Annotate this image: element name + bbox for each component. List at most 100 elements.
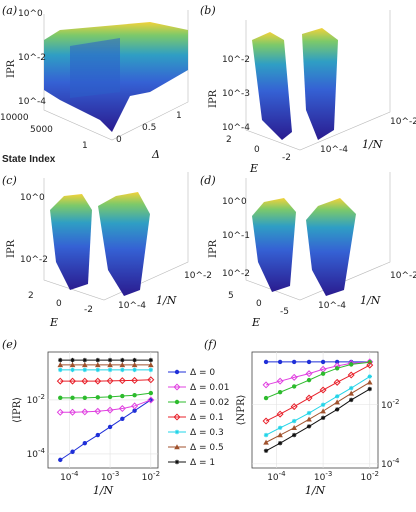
y-tick-label: 10-4 xyxy=(27,447,46,460)
panel-a-zlabel: IPR xyxy=(6,59,17,78)
panel-d-frame xyxy=(245,172,391,301)
panel-b-ztick: 10^-4 xyxy=(222,123,250,133)
panel-b-ytick: 10^-2 xyxy=(390,117,416,127)
data-point xyxy=(118,405,126,413)
x-tick-label: 10-2 xyxy=(361,470,379,483)
data-point xyxy=(306,410,312,416)
panel-b-frame xyxy=(245,10,391,151)
data-point xyxy=(95,432,100,438)
data-point xyxy=(306,359,312,365)
panel-c-xtick: -2 xyxy=(84,305,93,315)
data-point xyxy=(58,395,63,401)
data-point xyxy=(366,361,374,369)
panel-a: (a) IPR 10^0 10^-2 10^-4 10000 5000 1 St… xyxy=(0,4,189,165)
data-point xyxy=(366,358,374,366)
data-point xyxy=(320,415,326,421)
y-tick-label: 10-2 xyxy=(381,398,399,411)
data-point xyxy=(333,378,341,386)
series-line xyxy=(265,388,371,452)
panel-d-xtick: 5 xyxy=(228,291,234,301)
panel-b-ztick: 10^-2 xyxy=(222,55,250,65)
x-tick-label: 10-3 xyxy=(314,470,332,483)
data-point xyxy=(349,385,354,391)
panel-c-surface xyxy=(98,192,150,296)
legend-label: Δ = 1 xyxy=(190,458,215,468)
data-point xyxy=(174,429,180,435)
legend-label: Δ = 0.01 xyxy=(190,383,229,393)
data-point xyxy=(334,359,340,365)
data-point xyxy=(291,418,297,424)
y-tick-label: 10-4 xyxy=(381,457,400,470)
data-point xyxy=(131,376,139,384)
data-point xyxy=(132,393,137,398)
panel-b-zlabel: IPR xyxy=(208,89,219,108)
panel-b-ylabel: 1/N xyxy=(362,138,383,151)
panel-d-ytick: 10^-2 xyxy=(390,271,416,281)
data-point xyxy=(70,449,75,454)
data-point xyxy=(305,394,313,402)
panel-d-zlabel: IPR xyxy=(208,239,219,258)
panel-c-ztick: 10^-2 xyxy=(20,255,48,265)
data-point xyxy=(277,390,283,395)
data-point xyxy=(107,367,113,373)
data-point xyxy=(120,357,125,363)
data-point xyxy=(173,413,181,421)
panel-d-ztick: 10^-2 xyxy=(222,269,250,279)
data-point xyxy=(94,407,102,415)
data-point xyxy=(82,367,88,373)
panel-c-ztick: 10^0 xyxy=(20,193,45,203)
data-point xyxy=(263,359,269,365)
panel-d-ztick: 10^-1 xyxy=(222,231,250,241)
panel-a-ztick: 10^-2 xyxy=(18,53,46,63)
panel-c-tag: (c) xyxy=(2,174,17,187)
data-point xyxy=(106,406,114,414)
data-point xyxy=(347,371,355,379)
panel-a-xtick: 10000 xyxy=(0,113,29,123)
data-point xyxy=(174,369,180,375)
data-point xyxy=(277,425,283,430)
data-point xyxy=(349,362,354,367)
data-point xyxy=(306,377,312,383)
panel-d: (d) IPR 10^0 10^-1 10^-2 5 0 -5 E 10^-4 … xyxy=(200,172,416,329)
data-point xyxy=(107,357,113,363)
data-point xyxy=(262,381,270,389)
panel-a-tag: (a) xyxy=(2,4,17,17)
data-point xyxy=(263,448,269,453)
series-line xyxy=(265,361,370,399)
data-point xyxy=(291,359,297,365)
data-point xyxy=(367,386,372,392)
panel-c-ytick: 10^-4 xyxy=(118,301,146,311)
data-point xyxy=(148,390,154,396)
series-line xyxy=(265,376,371,436)
x-axis-label: 1/N xyxy=(93,484,114,497)
data-point xyxy=(276,377,284,385)
panel-d-surface xyxy=(252,198,296,292)
data-point xyxy=(334,366,340,371)
panel-c-ylabel: 1/N xyxy=(156,294,177,307)
legend-label: Δ = 0.5 xyxy=(190,443,224,453)
data-point xyxy=(367,374,372,379)
data-point xyxy=(334,394,340,399)
y-axis-label: ⟨NPR⟩ xyxy=(236,394,247,425)
data-point xyxy=(305,370,313,378)
data-point xyxy=(320,402,326,407)
panel-b-tag: (b) xyxy=(200,4,216,17)
data-point xyxy=(263,439,269,445)
panel-b-surface xyxy=(302,28,338,140)
data-point xyxy=(320,359,326,365)
data-point xyxy=(334,407,340,412)
panel-b-xtick: 0 xyxy=(254,145,260,155)
data-point xyxy=(147,396,155,404)
data-point xyxy=(69,408,77,416)
data-point xyxy=(147,376,155,384)
chart-e: 10-4 10-3 10-2 10-4 10-2 1/N ⟨IPR⟩ xyxy=(12,351,160,497)
data-point xyxy=(290,373,298,381)
legend: Δ = 0 Δ = 0.01 Δ = 0.02 Δ = 0.1 Δ = 0.3 Δ = 0… xyxy=(168,368,229,468)
panel-d-xtick: -5 xyxy=(280,307,289,317)
data-point xyxy=(106,377,114,385)
data-point xyxy=(82,440,88,446)
y-axis-label: ⟨IPR⟩ xyxy=(12,397,23,423)
panel-b-xtick: 2 xyxy=(226,135,232,145)
data-point xyxy=(290,403,298,411)
data-point xyxy=(277,440,283,446)
